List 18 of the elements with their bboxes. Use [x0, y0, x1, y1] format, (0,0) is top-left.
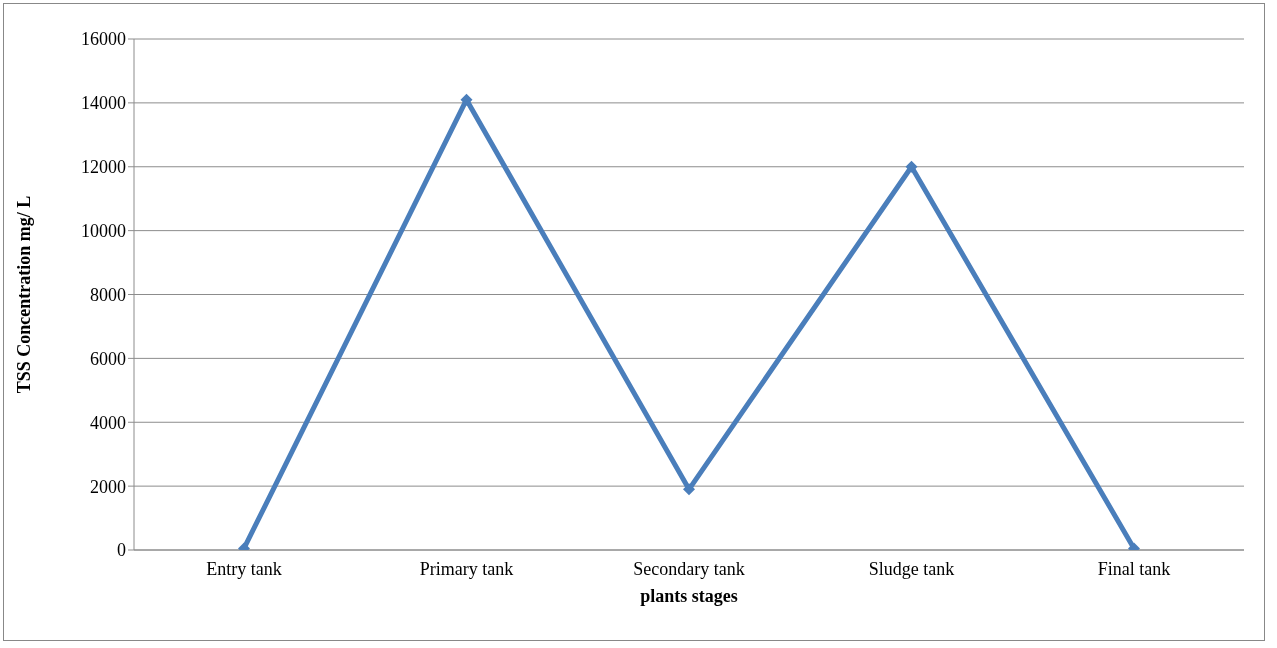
- x-tick-label: Secondary tank: [633, 558, 745, 579]
- point: [905, 160, 918, 173]
- y-tick-label: 12000: [81, 157, 126, 178]
- y-tick-label: 4000: [90, 412, 126, 433]
- y-tick-label: 16000: [81, 29, 126, 50]
- y-axis-title: TSS Concentration mg/ L: [14, 195, 35, 394]
- y-tick-label: 8000: [90, 284, 126, 305]
- y-tick-label: 0: [117, 540, 126, 561]
- y-tick-label: 6000: [90, 348, 126, 369]
- x-tick-label: Sludge tank: [868, 558, 955, 579]
- x-tick-label: Final tank: [1097, 558, 1171, 579]
- y-tick-label: 2000: [90, 476, 126, 497]
- point: [460, 93, 473, 106]
- x-tick-label: Entry tank: [206, 558, 282, 579]
- y-tick-label: 10000: [81, 221, 126, 242]
- x-tick-label: Primary tank: [419, 558, 514, 579]
- x-axis-title: plants stages: [640, 586, 738, 606]
- y-tick-label: 14000: [81, 93, 126, 114]
